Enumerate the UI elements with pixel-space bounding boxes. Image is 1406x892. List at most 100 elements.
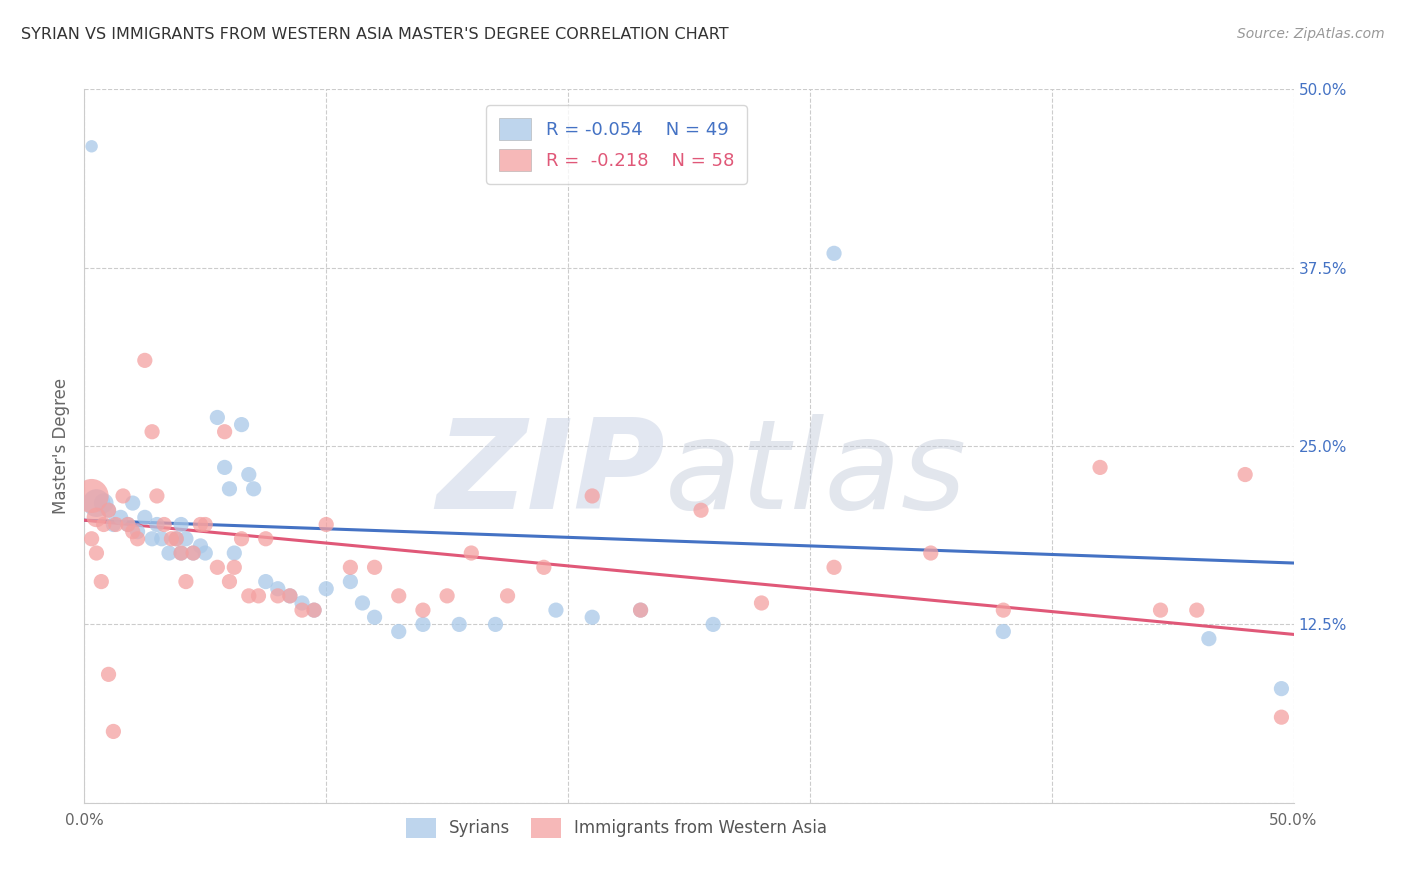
Point [190, 517, 212, 532]
Point [157, 546, 180, 560]
Point [181, 546, 204, 560]
Point [581, 489, 603, 503]
Point [224, 546, 246, 560]
Point [690, 503, 713, 517]
Point [278, 589, 301, 603]
Point [702, 617, 724, 632]
Point [544, 603, 567, 617]
Point [484, 617, 506, 632]
Point [363, 610, 385, 624]
Point [121, 496, 143, 510]
Point [1185, 603, 1208, 617]
Point [80, 139, 103, 153]
Point [412, 603, 434, 617]
Point [339, 574, 361, 589]
Point [86, 546, 108, 560]
Point [207, 410, 229, 425]
Point [218, 482, 240, 496]
Point [104, 517, 127, 532]
Point [254, 532, 277, 546]
Point [254, 574, 277, 589]
Text: SYRIAN VS IMMIGRANTS FROM WESTERN ASIA MASTER'S DEGREE CORRELATION CHART: SYRIAN VS IMMIGRANTS FROM WESTERN ASIA M… [21, 27, 728, 42]
Point [103, 724, 125, 739]
Point [267, 582, 290, 596]
Point [141, 425, 163, 439]
Text: ZIP: ZIP [436, 414, 665, 535]
Point [150, 532, 173, 546]
Point [127, 524, 149, 539]
Point [170, 517, 193, 532]
Point [449, 617, 471, 632]
Point [412, 617, 434, 632]
Point [86, 510, 108, 524]
Point [247, 589, 270, 603]
Point [291, 596, 314, 610]
Point [97, 667, 120, 681]
Point [97, 503, 120, 517]
Point [315, 582, 337, 596]
Point [103, 517, 125, 532]
Point [460, 546, 482, 560]
Point [231, 532, 253, 546]
Point [174, 574, 197, 589]
Point [86, 496, 108, 510]
Point [1270, 710, 1292, 724]
Point [291, 603, 314, 617]
Point [352, 596, 374, 610]
Point [1270, 681, 1292, 696]
Point [630, 603, 652, 617]
Point [190, 539, 212, 553]
Point [1149, 603, 1171, 617]
Text: Source: ZipAtlas.com: Source: ZipAtlas.com [1237, 27, 1385, 41]
Point [194, 546, 217, 560]
Point [181, 546, 204, 560]
Point [127, 532, 149, 546]
Point [160, 532, 183, 546]
Point [153, 517, 176, 532]
Point [581, 610, 603, 624]
Point [141, 532, 163, 546]
Point [278, 589, 301, 603]
Point [823, 560, 845, 574]
Point [1234, 467, 1257, 482]
Point [315, 517, 337, 532]
Point [97, 503, 120, 517]
Point [165, 532, 187, 546]
Point [1198, 632, 1220, 646]
Text: atlas: atlas [665, 414, 967, 535]
Point [80, 532, 103, 546]
Y-axis label: Master's Degree: Master's Degree [52, 378, 70, 514]
Point [170, 546, 193, 560]
Point [134, 510, 156, 524]
Point [238, 589, 260, 603]
Point [751, 596, 773, 610]
Point [993, 603, 1015, 617]
Point [93, 496, 115, 510]
Point [174, 532, 197, 546]
Point [165, 532, 187, 546]
Point [238, 467, 260, 482]
Point [242, 482, 264, 496]
Point [170, 546, 193, 560]
Point [146, 489, 169, 503]
Point [388, 589, 411, 603]
Point [388, 624, 411, 639]
Point [214, 425, 236, 439]
Legend: Syrians, Immigrants from Western Asia: Syrians, Immigrants from Western Asia [396, 807, 837, 848]
Point [80, 489, 103, 503]
Point [363, 560, 385, 574]
Point [117, 517, 139, 532]
Point [436, 589, 458, 603]
Point [267, 589, 290, 603]
Point [146, 517, 169, 532]
Point [194, 517, 217, 532]
Point [920, 546, 942, 560]
Point [110, 510, 132, 524]
Point [117, 517, 139, 532]
Point [823, 246, 845, 260]
Point [121, 524, 143, 539]
Point [993, 624, 1015, 639]
Point [134, 353, 156, 368]
Point [90, 574, 112, 589]
Point [218, 574, 240, 589]
